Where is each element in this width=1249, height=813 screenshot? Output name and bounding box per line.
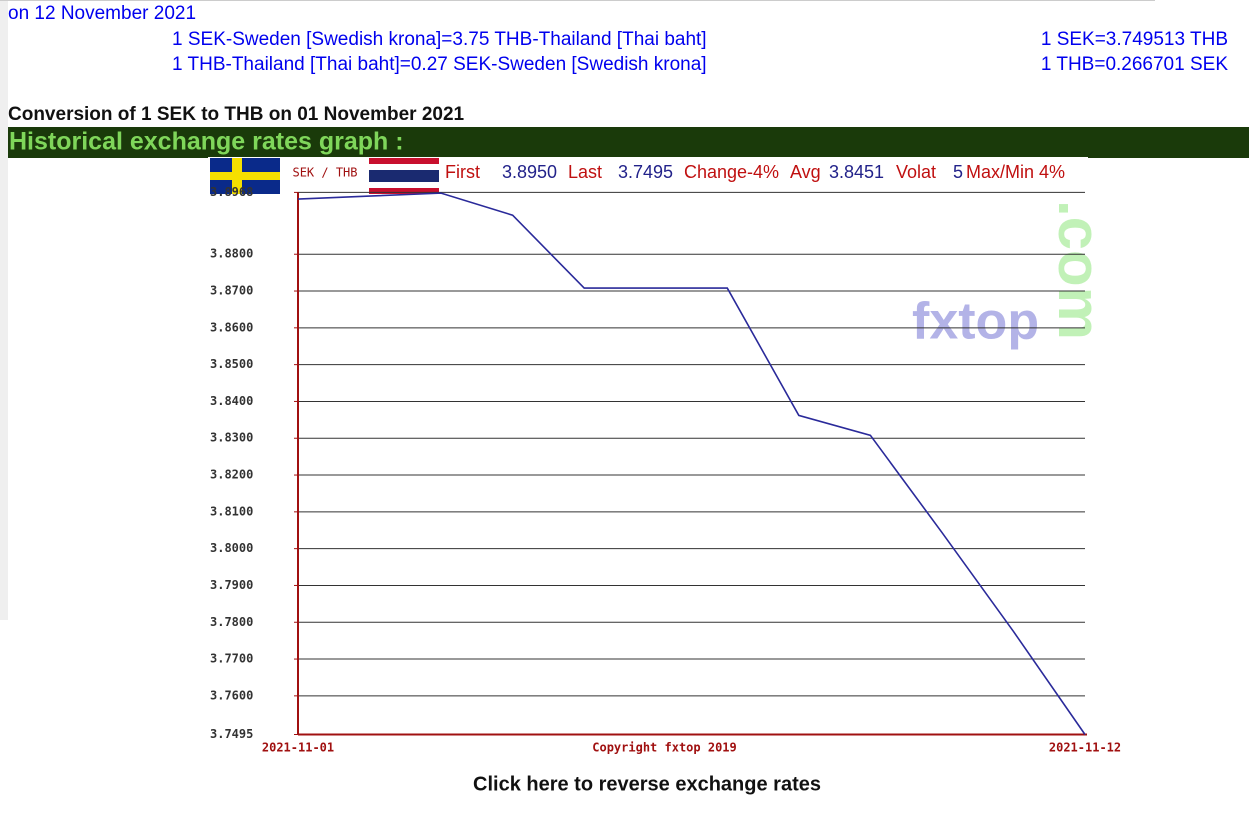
y-tick-label: 3.8100: [210, 504, 253, 518]
rate-text: 1 SEK-Sweden [Swedish krona]=3.75 THB-Th…: [172, 29, 707, 50]
y-tick-label: 3.8300: [210, 431, 253, 445]
x-tick-label: 2021-11-12: [1049, 741, 1121, 755]
section-title: Historical exchange rates graph :: [9, 128, 404, 156]
watermark: fxtop: [912, 293, 1039, 351]
chart: SEK / THB .com fxtop First 3.8950 Last 3.74…: [208, 157, 1121, 762]
stat-value: 3.8451: [829, 162, 884, 182]
rate-text: 1 THB-Thailand [Thai baht]=0.27 SEK-Swed…: [172, 54, 707, 75]
y-tick-label: 3.8200: [210, 468, 253, 482]
chart-bg: [208, 157, 1088, 762]
y-tick-label: 3.7700: [210, 652, 253, 666]
stat-label: Max/Min 4%: [966, 162, 1065, 182]
side-strip: [0, 0, 8, 620]
stat-label: Change-4%: [684, 162, 779, 182]
stat-label: Last: [568, 162, 602, 182]
y-tick-label: 3.8800: [210, 247, 253, 261]
stat-label: First: [445, 162, 480, 182]
flag-cross: [210, 172, 280, 180]
watermark-suffix: .com: [1046, 200, 1113, 340]
y-tick-label: 3.8500: [210, 357, 253, 371]
y-tick-label: 3.7600: [210, 688, 253, 702]
y-tick-label: 3.7800: [210, 615, 253, 629]
section-banner: [8, 127, 1249, 158]
y-tick-label: 3.7495: [210, 727, 253, 741]
conversion-title: Conversion of 1 SEK to THB on 01 Novembe…: [8, 104, 465, 125]
rate-value: 1 SEK=3.749513 THB: [1041, 29, 1228, 50]
stat-label: Avg: [790, 162, 821, 182]
y-tick-label: 3.8700: [210, 284, 253, 298]
y-tick-label: 3.8600: [210, 320, 253, 334]
copyright: Copyright fxtop 2019: [592, 741, 737, 755]
stat-value: 3.8950: [502, 162, 557, 182]
pair-label: SEK / THB: [292, 166, 357, 180]
price-line: [297, 192, 1086, 735]
stat-label: Volat: [896, 162, 936, 182]
stat-value: 5: [953, 162, 963, 182]
rate-value: 1 THB=0.266701 SEK: [1041, 54, 1228, 75]
y-tick-label: 3.8400: [210, 394, 253, 408]
flag-stripe: [369, 170, 439, 182]
date-line: on 12 November 2021: [8, 3, 196, 24]
reverse-link[interactable]: Click here to reverse exchange rates: [473, 773, 821, 795]
y-tick-label: 3.7900: [210, 578, 253, 592]
y-tick-label: 3.8000: [210, 541, 253, 555]
x-tick-label: 2021-11-01: [262, 741, 334, 755]
y-tick-label: 3.8968: [210, 185, 253, 199]
stat-value: 3.7495: [618, 162, 673, 182]
